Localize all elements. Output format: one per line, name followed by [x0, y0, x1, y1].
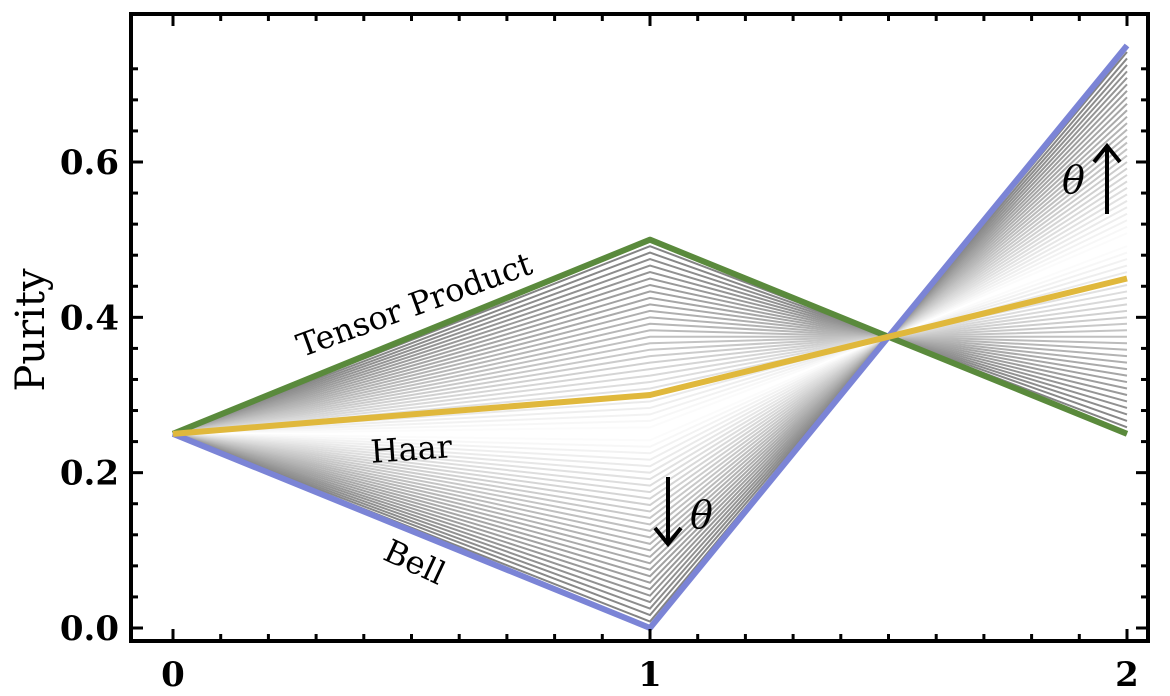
family-line [172, 258, 1128, 435]
plot-frame [129, 12, 1150, 643]
y-tick-label: 0.6 [60, 143, 119, 183]
family-line [172, 303, 1128, 435]
tick-labels: 0.0 0.2 0.4 0.6 0 1 2 [60, 143, 1139, 695]
family-line [172, 154, 1128, 520]
family-line [172, 225, 1128, 448]
family-line [172, 141, 1128, 532]
family-line [172, 290, 1128, 435]
family-line [172, 296, 1128, 435]
family-line [172, 329, 1128, 435]
family-line [172, 303, 1128, 435]
family-line [172, 316, 1128, 435]
family-line [172, 161, 1128, 513]
series-lines [171, 43, 1130, 631]
tensor-product-series-line [171, 236, 1129, 437]
family-line [172, 180, 1128, 494]
family-line [172, 115, 1128, 558]
y-tick-label: 0.2 [60, 454, 119, 494]
family-line [172, 148, 1128, 526]
family-line [172, 83, 1128, 591]
family-line [172, 128, 1128, 545]
family-line [172, 174, 1128, 500]
family-line [172, 122, 1128, 552]
family-line [172, 103, 1128, 571]
family-line [172, 290, 1128, 435]
family-line [172, 309, 1128, 435]
family-line [172, 109, 1128, 565]
theta-label-bottom: θ [690, 493, 713, 537]
family-line [172, 322, 1128, 435]
family-line [172, 245, 1128, 435]
family-line [172, 277, 1128, 435]
family-line [172, 296, 1128, 435]
family-line [172, 96, 1128, 578]
family-line [172, 219, 1128, 455]
family-line [172, 232, 1128, 442]
y-tick-label: 0.0 [60, 609, 119, 649]
family-line [172, 90, 1128, 584]
axis-ticks [131, 14, 1148, 641]
family-line [172, 316, 1128, 435]
family-line [172, 64, 1128, 610]
family-line [172, 77, 1128, 597]
theta-label-top: θ [1062, 158, 1085, 202]
x-tick-label: 2 [1115, 655, 1139, 695]
haar-series-line [172, 275, 1128, 437]
family-line [172, 309, 1128, 435]
family-line [172, 264, 1128, 435]
family-line [172, 264, 1128, 435]
family-line [172, 70, 1128, 604]
family-line [172, 167, 1128, 507]
x-tick-label: 1 [638, 655, 662, 695]
family-line [172, 193, 1128, 481]
theta-up-arrow-icon [1092, 142, 1122, 214]
bell-series-line [171, 43, 1130, 631]
family-line [172, 335, 1127, 435]
family-line [173, 238, 1128, 435]
family-line [172, 187, 1128, 487]
haar-label: Haar [369, 427, 454, 471]
family-line [172, 135, 1128, 539]
y-axis-title: Purity [8, 268, 54, 392]
family-line [172, 283, 1128, 435]
y-tick-label: 0.4 [60, 298, 119, 338]
family-line [172, 329, 1128, 435]
family-line [172, 199, 1128, 474]
family-line [172, 258, 1128, 435]
family-line [172, 251, 1128, 435]
theta-down-arrow-icon [653, 477, 683, 548]
family-line [172, 251, 1128, 435]
x-tick-label: 0 [161, 655, 185, 695]
family-line [172, 322, 1128, 435]
family-line [172, 206, 1128, 468]
family-line [172, 212, 1128, 461]
family-line [172, 270, 1128, 435]
